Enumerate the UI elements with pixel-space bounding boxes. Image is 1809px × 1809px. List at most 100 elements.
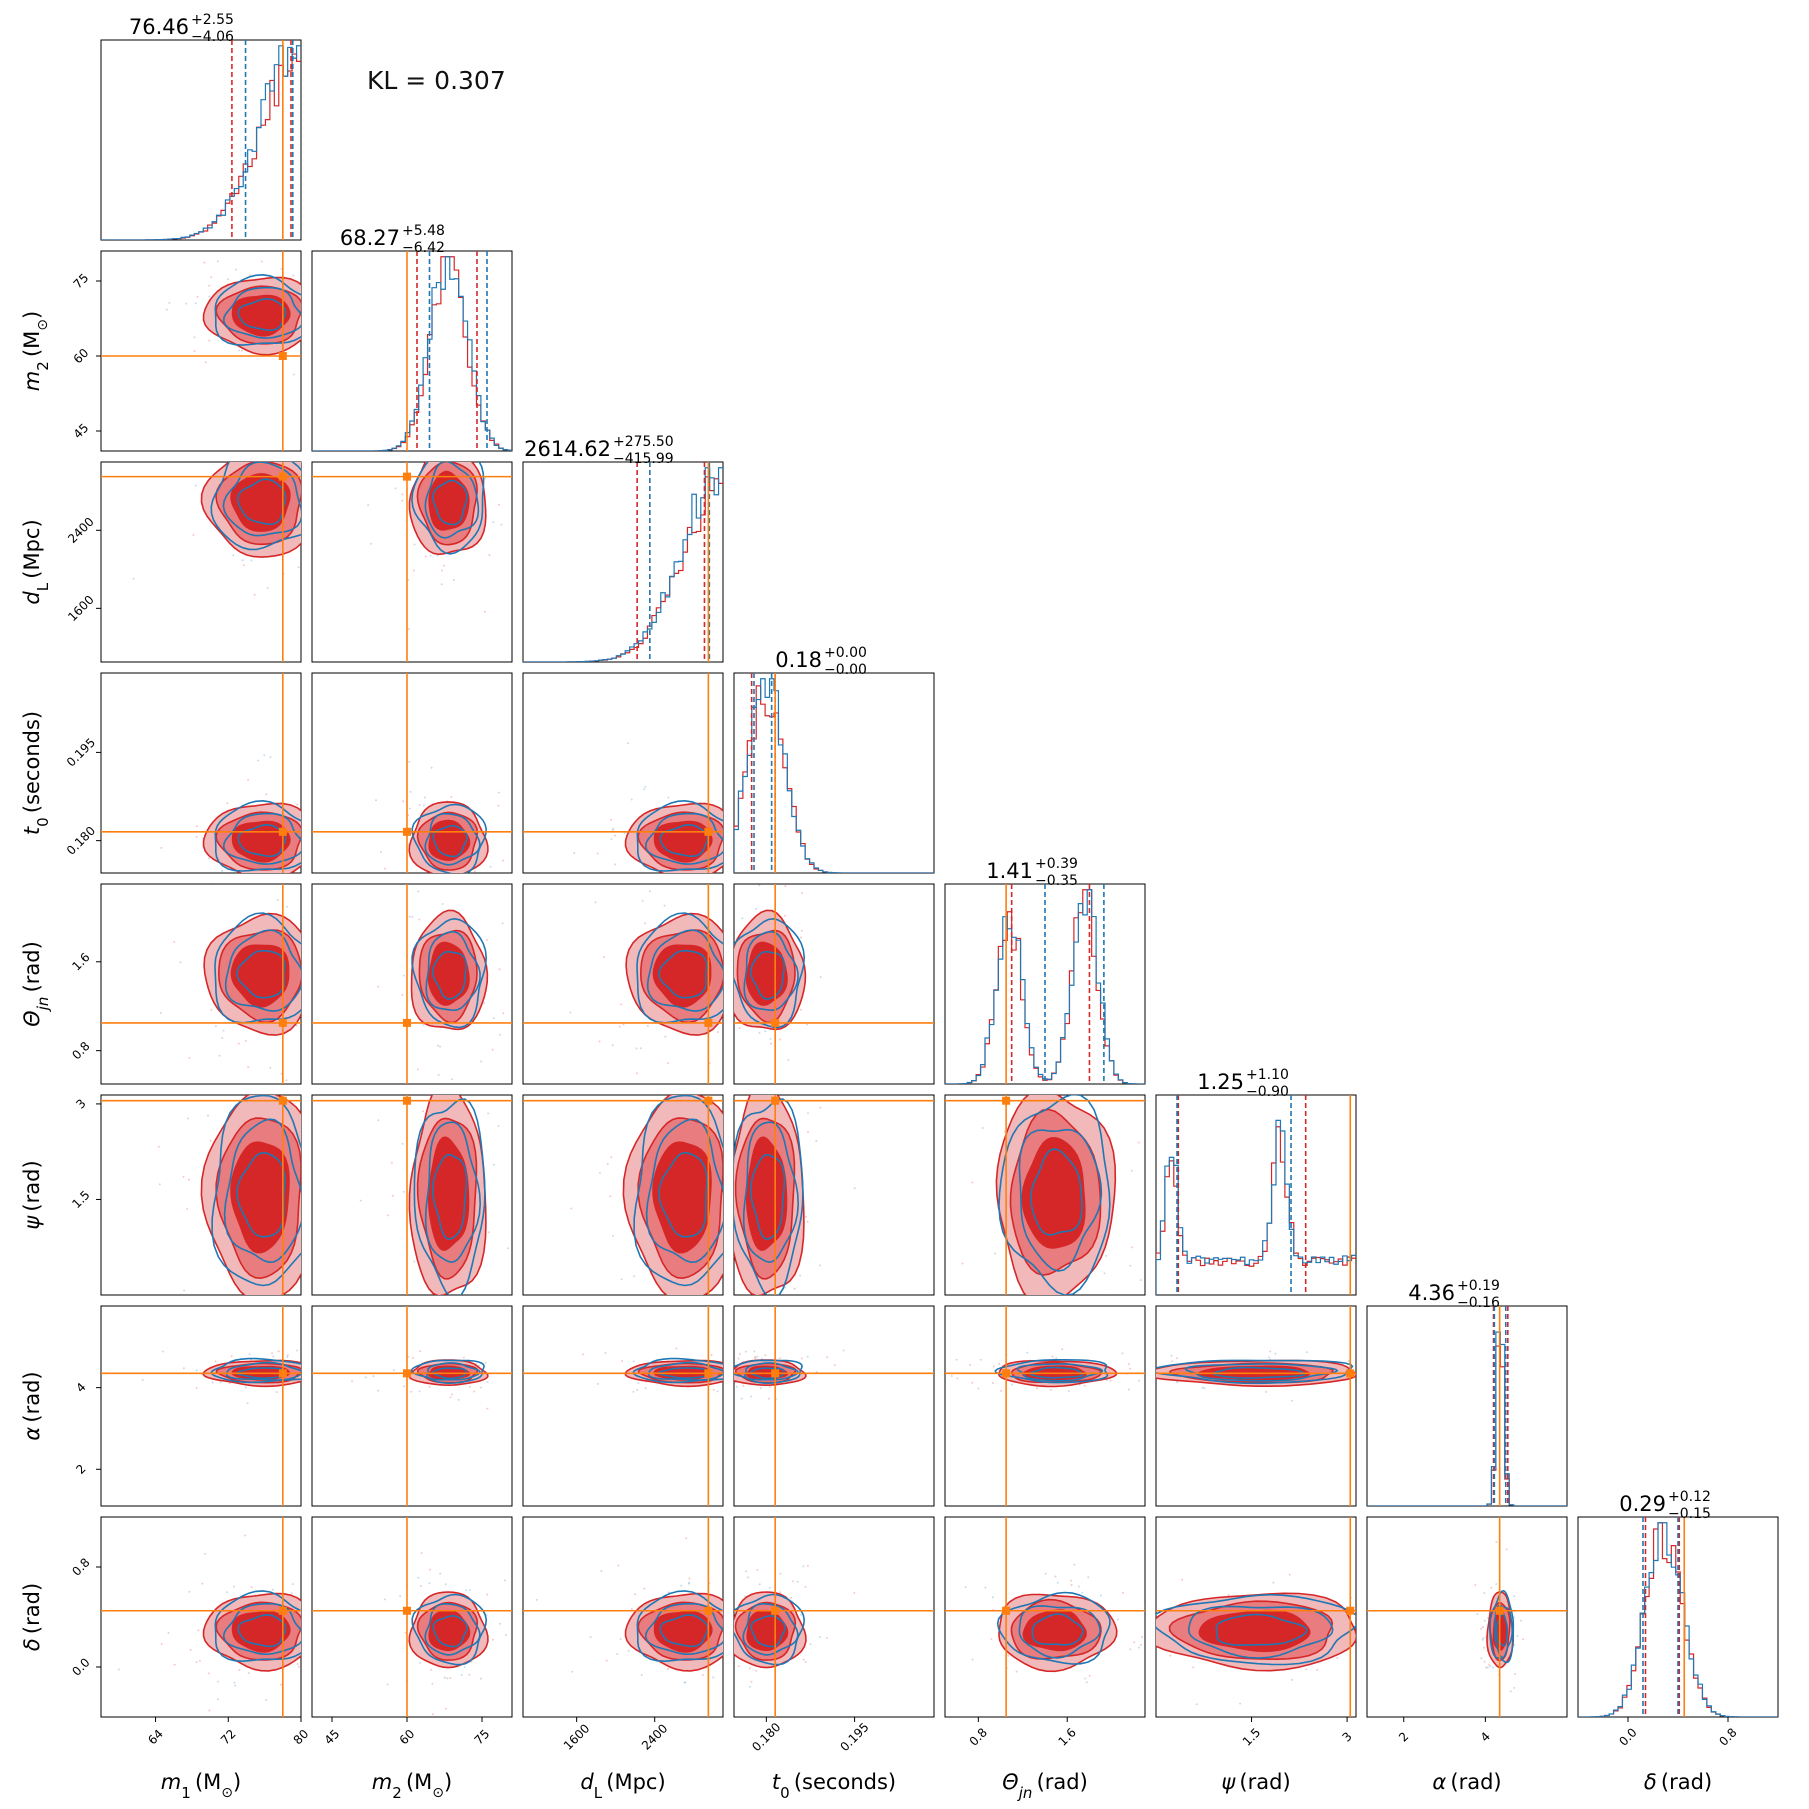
sample-point xyxy=(502,1012,505,1015)
contour-mid-blue xyxy=(1016,1363,1104,1382)
sample-point xyxy=(167,1631,170,1634)
sample-point xyxy=(286,1355,289,1358)
contour-mid-blue xyxy=(424,1602,481,1656)
summary-plus: +275.50 xyxy=(613,434,674,450)
sample-point xyxy=(402,1190,405,1193)
sample-point xyxy=(308,846,310,848)
sample-point xyxy=(853,1187,856,1190)
summary-median: 1.25 xyxy=(1197,1070,1244,1094)
sample-point xyxy=(998,1362,1001,1365)
sample-point xyxy=(685,1537,688,1540)
sample-point xyxy=(210,1008,213,1011)
scatter-panel-psi-vs-m2 xyxy=(311,1094,513,1296)
contour-mid-blue xyxy=(424,462,480,539)
sample-point xyxy=(1513,1686,1516,1689)
sample-point xyxy=(667,1591,670,1594)
sample-point xyxy=(956,1377,959,1380)
scatter-panel-delta-vs-dL xyxy=(522,1516,724,1718)
sample-point xyxy=(784,1286,786,1289)
histogram-panel-thetajn: 1.41 +0.39−0.35 xyxy=(944,856,1146,1085)
sample-point xyxy=(727,1390,729,1392)
sample-point xyxy=(367,877,369,879)
sample-point xyxy=(195,1369,198,1372)
sample-point xyxy=(1084,1677,1087,1680)
sample-point xyxy=(979,1358,982,1361)
sample-point xyxy=(203,261,206,264)
sample-point xyxy=(189,458,191,460)
sample-point xyxy=(302,854,304,856)
sample-point xyxy=(413,1260,416,1263)
sample-point xyxy=(1482,1637,1485,1640)
sample-point xyxy=(263,754,266,757)
sample-point xyxy=(1011,1383,1013,1386)
sample-point xyxy=(807,1112,809,1115)
sample-point xyxy=(1049,1388,1052,1391)
sample-point xyxy=(1482,1626,1484,1629)
sample-point xyxy=(621,1360,624,1362)
scatter-panel-alpha-vs-m1 xyxy=(100,1305,302,1507)
sample-point xyxy=(418,804,421,806)
sample-point xyxy=(747,1576,750,1579)
sample-point xyxy=(439,1572,442,1575)
sample-point xyxy=(941,1154,943,1156)
sample-point xyxy=(484,477,486,480)
x-tick-label: 0.8 xyxy=(967,1725,990,1748)
sample-point xyxy=(700,875,702,877)
sample-point xyxy=(486,938,489,941)
sample-point xyxy=(370,542,373,545)
sample-point xyxy=(1480,1657,1483,1660)
summary-median: 0.29 xyxy=(1619,1492,1666,1516)
sample-point xyxy=(233,1681,236,1684)
sample-point xyxy=(717,1031,719,1033)
sample-point xyxy=(1195,1703,1198,1706)
sample-point xyxy=(300,348,301,351)
contour-mid-blue xyxy=(1018,1605,1101,1659)
scatter-panel-m2-vs-m1 xyxy=(100,250,302,452)
contour-outer-blue xyxy=(214,273,301,346)
sample-point xyxy=(784,885,787,888)
contour-mid-blue xyxy=(646,929,723,1012)
sample-point xyxy=(664,1035,667,1038)
summary-median: 4.36 xyxy=(1408,1281,1455,1305)
sample-point xyxy=(450,1078,453,1081)
sample-point xyxy=(636,1388,639,1391)
sample-point xyxy=(419,1350,422,1353)
sample-point xyxy=(825,1636,828,1639)
sample-point xyxy=(238,349,241,352)
sample-point xyxy=(423,804,425,807)
summary-plus: +2.55 xyxy=(191,12,234,28)
sample-point xyxy=(208,339,211,342)
summary-plus: +0.19 xyxy=(1457,1278,1500,1294)
sample-point xyxy=(208,284,211,287)
sample-point xyxy=(1081,1591,1084,1594)
sample-point xyxy=(290,1592,293,1595)
sample-point xyxy=(806,1023,808,1026)
sample-point xyxy=(1144,1606,1145,1608)
sample-point xyxy=(802,1565,805,1568)
sample-point xyxy=(429,554,432,557)
sample-point xyxy=(240,349,243,352)
sample-point xyxy=(489,865,492,868)
contour-inner-blue xyxy=(236,1151,286,1238)
sample-point xyxy=(377,1119,380,1122)
sample-point xyxy=(483,1001,486,1004)
contour-inner-blue xyxy=(750,950,785,1000)
sample-point xyxy=(513,1033,515,1035)
sample-point xyxy=(804,1661,807,1664)
sample-point xyxy=(725,1166,727,1168)
sample-point xyxy=(769,1037,772,1040)
sample-point xyxy=(1288,1573,1291,1576)
x-tick-label: 2400 xyxy=(639,1721,670,1752)
contour-outer-blue xyxy=(211,1095,301,1287)
sample-point xyxy=(673,877,675,879)
sample-point xyxy=(117,1668,120,1671)
sample-point xyxy=(210,276,213,279)
axes-frame xyxy=(100,39,302,241)
sample-point xyxy=(622,1023,625,1026)
sample-point xyxy=(1495,1583,1498,1586)
contour-mid-blue xyxy=(644,812,723,865)
sample-point xyxy=(702,1300,704,1302)
contour-mid-blue xyxy=(1187,1605,1334,1659)
sample-point xyxy=(480,1386,483,1389)
sample-point xyxy=(430,1668,432,1671)
